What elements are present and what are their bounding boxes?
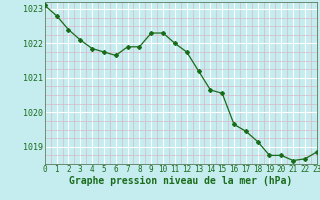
X-axis label: Graphe pression niveau de la mer (hPa): Graphe pression niveau de la mer (hPa) — [69, 176, 292, 186]
